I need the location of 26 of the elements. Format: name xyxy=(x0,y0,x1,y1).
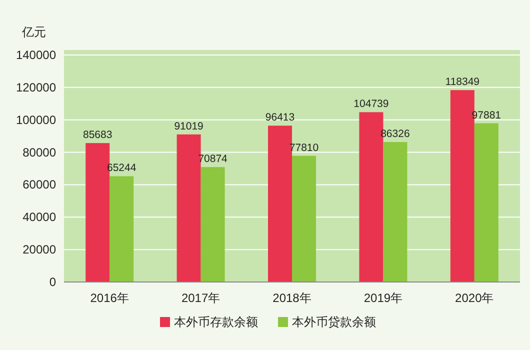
legend-label: 本外币存款余额 xyxy=(174,315,258,329)
y-tick-label: 120000 xyxy=(16,80,56,94)
data-label: 118349 xyxy=(445,76,480,88)
y-tick-label: 20000 xyxy=(22,242,56,257)
y-tick-label: 40000 xyxy=(22,210,56,224)
data-label: 96413 xyxy=(265,112,295,124)
bar xyxy=(292,156,316,282)
bar xyxy=(474,123,498,282)
x-tick-label: 2019年 xyxy=(364,291,403,305)
data-label: 91019 xyxy=(174,120,204,132)
x-tick-label: 2020年 xyxy=(455,291,494,305)
legend-label: 本外币贷款余额 xyxy=(292,315,376,329)
y-tick-label: 0 xyxy=(49,275,56,289)
data-label: 104739 xyxy=(354,98,389,110)
bar xyxy=(383,142,408,282)
x-tick-label: 2018年 xyxy=(272,291,312,305)
y-tick-label: 80000 xyxy=(22,145,56,160)
y-tick-label: 60000 xyxy=(22,178,56,192)
bar xyxy=(200,167,225,282)
x-tick-label: 2016年 xyxy=(90,291,129,305)
data-label: 85683 xyxy=(83,129,112,142)
y-tick-label: 100000 xyxy=(16,112,56,127)
y-axis-title: 亿元 xyxy=(21,25,46,39)
x-tick-label: 2017年 xyxy=(181,291,220,305)
y-tick-label: 140000 xyxy=(16,48,56,62)
bar xyxy=(110,176,134,282)
